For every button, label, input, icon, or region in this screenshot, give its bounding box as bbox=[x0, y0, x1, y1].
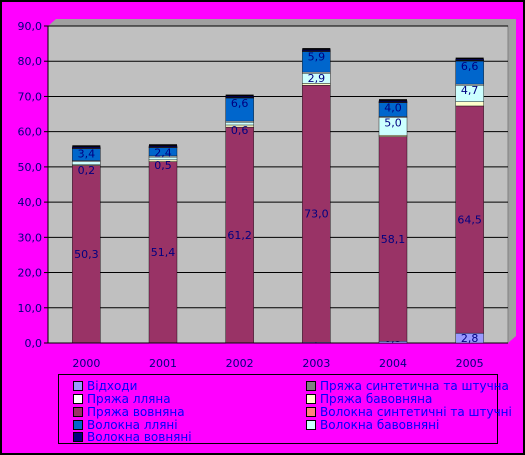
bar-top-edge bbox=[379, 99, 407, 101]
legend-label: Волокна бавовняні bbox=[320, 418, 440, 432]
legend-label: Волокна синтетичні та штучні bbox=[320, 405, 512, 419]
data-label: 58,1 bbox=[381, 233, 406, 246]
bar-segment bbox=[72, 146, 101, 149]
data-label: 6,6 bbox=[461, 60, 479, 73]
y-tick-label: 70,0 bbox=[18, 90, 43, 103]
data-label: 5,9 bbox=[308, 50, 326, 63]
y-tick-label: 30,0 bbox=[18, 231, 43, 244]
data-label: 4,7 bbox=[461, 84, 479, 97]
legend-swatch bbox=[73, 432, 83, 442]
legend-item-right-2: Пряжа бавовняна bbox=[306, 393, 432, 405]
legend-item-right-3: Волокна синтетичні та штучні bbox=[306, 406, 512, 418]
legend-label: Пряжа лляна bbox=[87, 392, 171, 406]
bar-segment bbox=[302, 84, 331, 343]
bar-segment bbox=[378, 100, 408, 102]
data-label: 6,6 bbox=[231, 97, 249, 110]
data-label: 2,9 bbox=[308, 72, 326, 85]
legend-label: Відходи bbox=[87, 379, 138, 393]
legend-item-left-2: Пряжа лляна bbox=[73, 393, 171, 405]
x-tick-label: 2000 bbox=[72, 357, 100, 370]
y-tick-label: 80,0 bbox=[18, 55, 43, 68]
x-tick-label: 2004 bbox=[379, 357, 407, 370]
data-label: 4,0 bbox=[384, 101, 402, 114]
legend-label: Пряжа вовняна bbox=[87, 405, 185, 419]
x-tick-label: 2005 bbox=[456, 357, 484, 370]
data-label: 0,2 bbox=[78, 164, 96, 177]
y-tick-label: 0,0 bbox=[25, 337, 43, 350]
legend-swatch bbox=[73, 420, 83, 430]
bar-segment bbox=[455, 58, 484, 61]
data-label: 2,4 bbox=[154, 147, 172, 160]
data-label: 61,2 bbox=[227, 229, 252, 242]
data-label: 73,0 bbox=[304, 208, 329, 221]
bar-top-edge bbox=[225, 94, 254, 97]
bar-segment bbox=[72, 165, 101, 343]
data-label: 64,5 bbox=[457, 214, 482, 227]
legend-swatch bbox=[306, 394, 316, 404]
chart-legend: Відходи Пряжа лляна Пряжа вовняна Волокн… bbox=[58, 374, 512, 444]
bar-segment bbox=[225, 126, 254, 343]
legend-item-left-5: Волокна вовняні bbox=[73, 431, 192, 443]
bar-segment bbox=[225, 95, 254, 98]
legend-label: Волокна лляні bbox=[87, 418, 178, 432]
legend-label: Пряжа бавовняна bbox=[320, 392, 433, 406]
bar-segment bbox=[148, 161, 178, 343]
bar-top-edge bbox=[149, 144, 177, 146]
legend-swatch bbox=[306, 407, 316, 417]
bar-segment bbox=[148, 145, 178, 148]
data-label: 2,8 bbox=[461, 332, 479, 345]
bar-segment bbox=[302, 49, 331, 51]
data-label: 5,0 bbox=[384, 117, 402, 130]
legend-swatch bbox=[73, 394, 83, 404]
legend-swatch bbox=[73, 381, 83, 391]
legend-label: Пряжа синтетична та штучна bbox=[320, 379, 509, 393]
bar-segment bbox=[455, 105, 484, 334]
bar-top-edge bbox=[455, 57, 484, 60]
legend-label: Волокна вовняні bbox=[87, 430, 192, 444]
x-tick-label: 2003 bbox=[302, 357, 330, 370]
data-label: 0,6 bbox=[231, 124, 249, 137]
legend-swatch bbox=[306, 381, 316, 391]
legend-item-right-1: Пряжа синтетична та штучна bbox=[306, 380, 509, 392]
bar-segment bbox=[72, 161, 101, 165]
x-tick-label: 2002 bbox=[226, 357, 254, 370]
y-tick-label: 40,0 bbox=[18, 196, 43, 209]
y-tick-label: 50,0 bbox=[18, 161, 43, 174]
legend-swatch bbox=[73, 407, 83, 417]
bar-segment bbox=[378, 136, 408, 342]
x-tick-label: 2001 bbox=[149, 357, 177, 370]
data-label: 0,5 bbox=[154, 159, 172, 172]
data-label: 3,4 bbox=[78, 148, 96, 161]
y-tick-label: 20,0 bbox=[18, 267, 43, 280]
legend-item-left-1: Відходи bbox=[73, 380, 137, 392]
data-label: 51,4 bbox=[151, 246, 176, 259]
bar-segment bbox=[378, 134, 408, 137]
legend-item-left-4: Волокна лляні bbox=[73, 419, 178, 431]
bar-segment bbox=[455, 101, 484, 107]
plot-area bbox=[47, 25, 509, 344]
legend-item-left-3: Пряжа вовняна bbox=[73, 406, 185, 418]
y-tick-label: 90,0 bbox=[18, 20, 43, 33]
legend-swatch bbox=[306, 420, 316, 430]
y-tick-label: 60,0 bbox=[18, 126, 43, 139]
bar-top-edge bbox=[72, 145, 101, 147]
bar-segment bbox=[225, 121, 254, 126]
legend-item-right-4: Волокна бавовняні bbox=[306, 419, 439, 431]
y-tick-label: 10,0 bbox=[18, 302, 43, 315]
bar-top-edge bbox=[302, 48, 331, 50]
data-label: 50,3 bbox=[74, 248, 99, 261]
